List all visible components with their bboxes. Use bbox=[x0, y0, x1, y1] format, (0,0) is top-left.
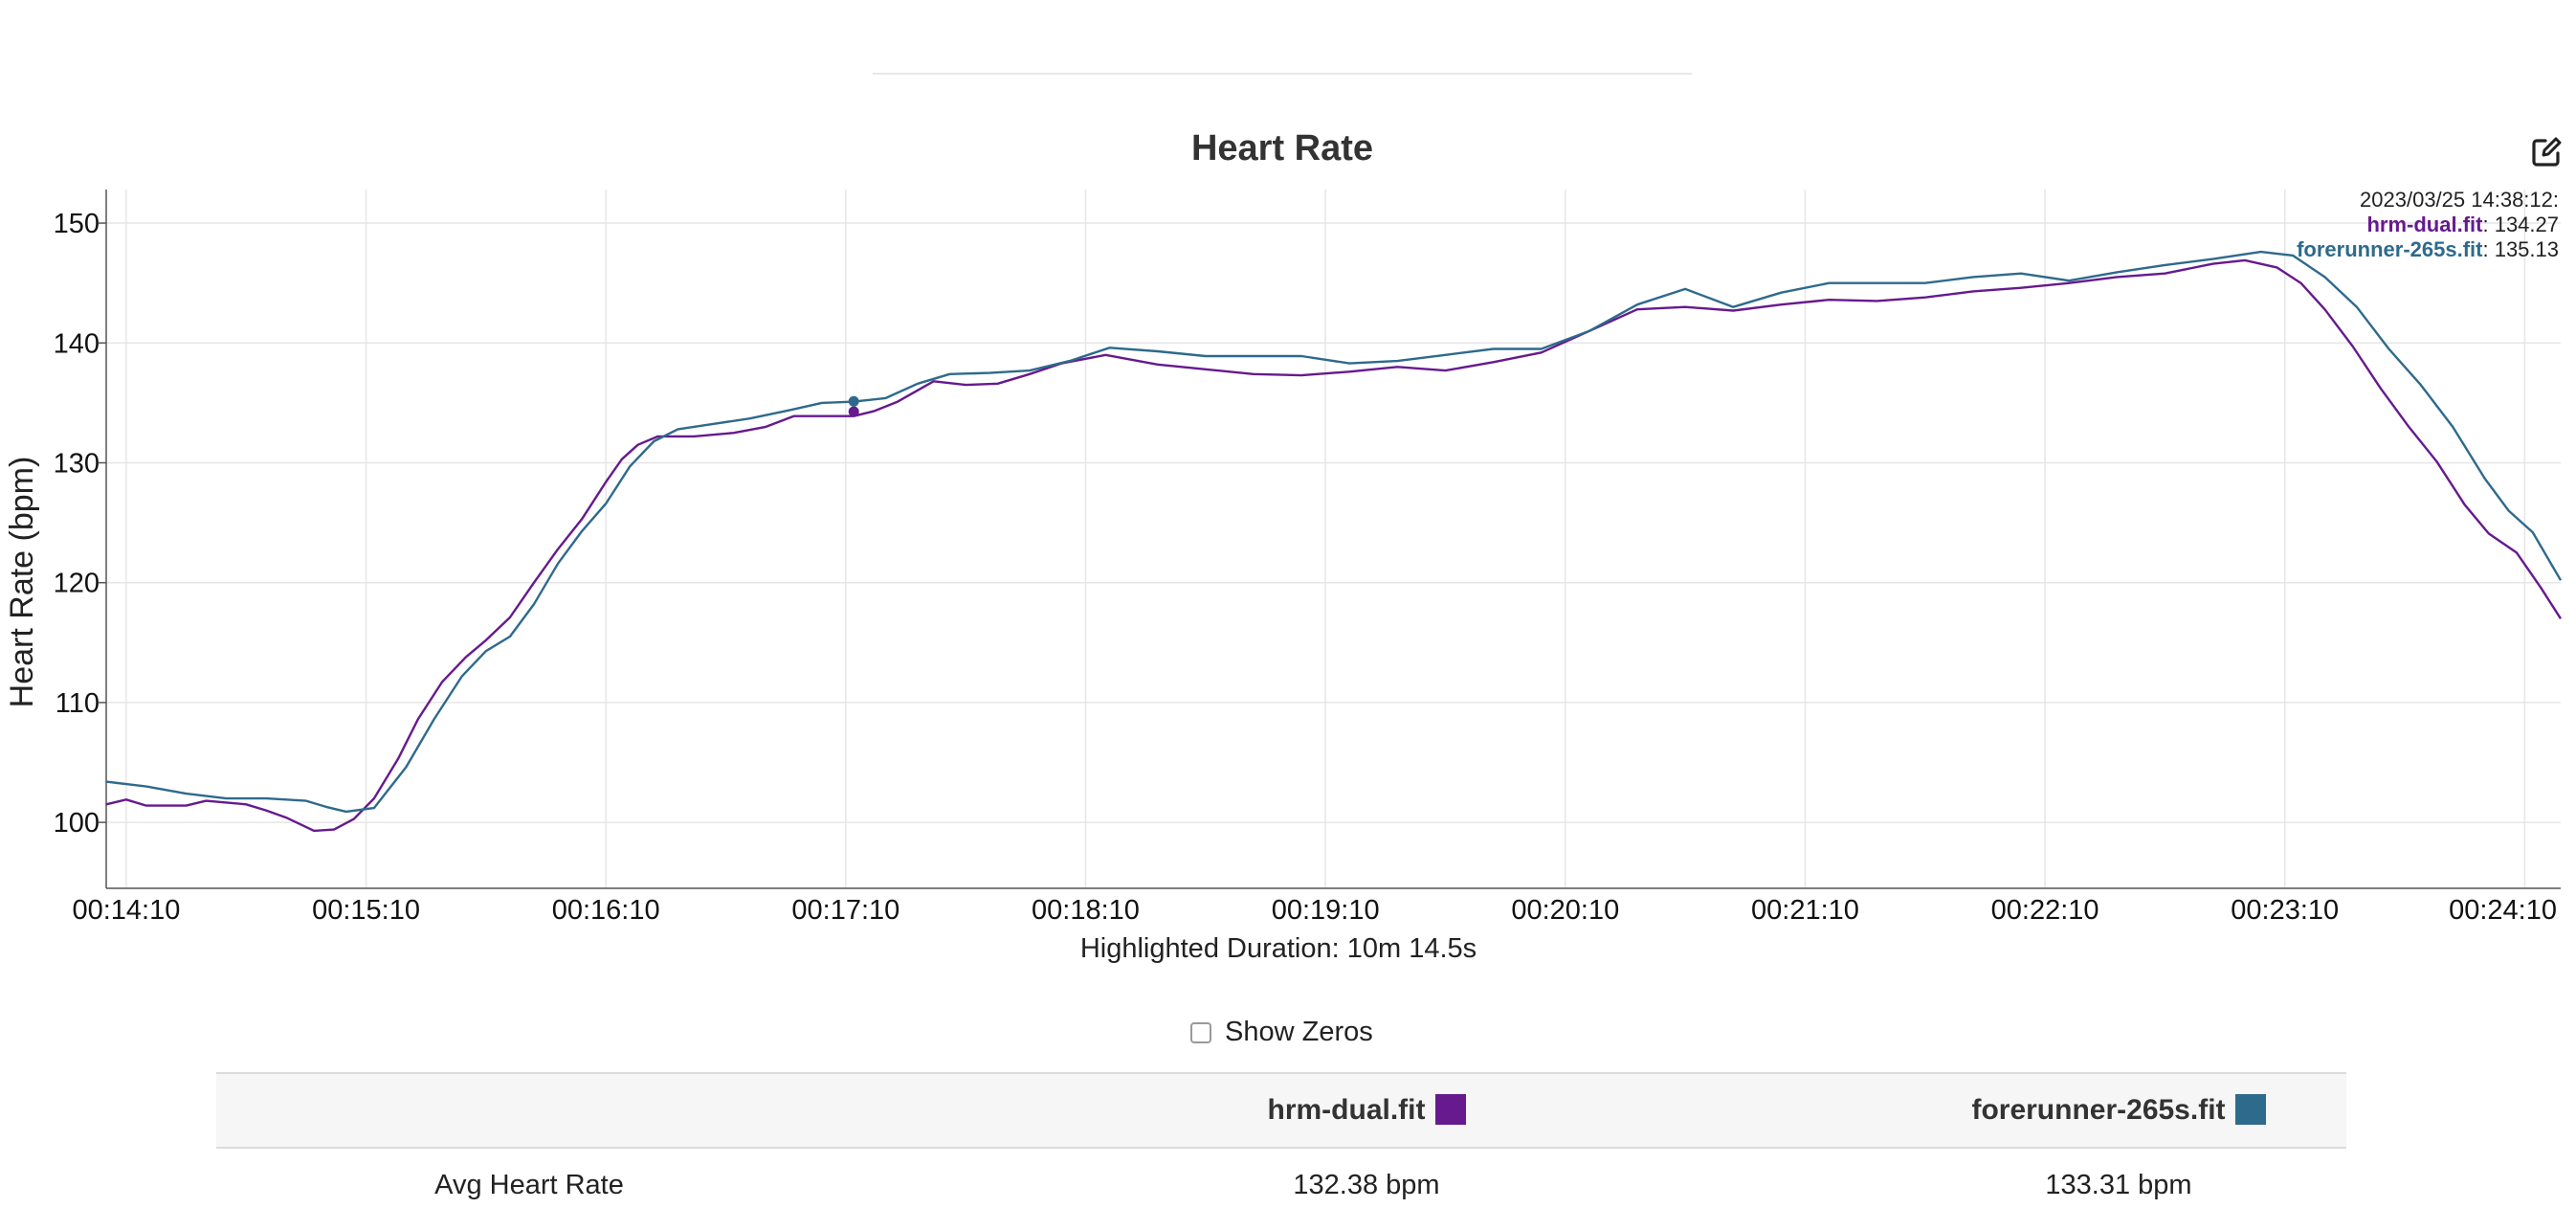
x-tick-label: 00:21:10 bbox=[1751, 895, 1859, 926]
y-tick-label: 110 bbox=[56, 688, 100, 719]
external-edit-icon bbox=[2532, 137, 2562, 167]
x-tick-label: 00:19:10 bbox=[1272, 895, 1380, 926]
hover-tooltip: 2023/03/25 14:38:12:hrm-dual.fit: 134.27… bbox=[2297, 188, 2559, 261]
x-tick-label: 00:22:10 bbox=[1991, 895, 2099, 926]
x-tick-label: 00:18:10 bbox=[1032, 895, 1140, 926]
series bbox=[105, 250, 2563, 833]
x-tick-label: 00:16:10 bbox=[552, 895, 660, 926]
tooltip-series-name: hrm-dual.fit bbox=[2366, 213, 2483, 236]
x-tick-label: 00:15:10 bbox=[312, 895, 420, 926]
tooltip-series-name: forerunner-265s.fit bbox=[2297, 237, 2483, 261]
x-tick-label: 00:17:10 bbox=[791, 895, 899, 926]
x-ticks: 00:14:10 00:15:10 00:16:10 00:17:10 00:18:10… bbox=[72, 895, 2557, 926]
show-zeros-toggle[interactable]: Show Zeros bbox=[1190, 1017, 1373, 1048]
x-tick-label: 00:24:10 bbox=[2449, 895, 2557, 926]
y-ticks: 100 110 120 130 140 150 bbox=[54, 209, 106, 839]
stats-row-label: Avg Heart Rate bbox=[434, 1169, 624, 1200]
hover-point-1 bbox=[848, 395, 859, 407]
x-tick-label: 00:20:10 bbox=[1511, 895, 1619, 926]
tooltip-series-value: : 135.13 bbox=[2482, 237, 2559, 261]
y-tick-label: 150 bbox=[54, 209, 100, 239]
forerunner-swatch bbox=[2234, 1094, 2266, 1125]
show-zeros-checkbox[interactable] bbox=[1190, 1021, 1211, 1043]
y-tick-label: 130 bbox=[54, 448, 100, 479]
y-axis-title: Heart Rate (bpm) bbox=[4, 457, 40, 708]
stats-value-forerunner: 133.31 bpm bbox=[2045, 1169, 2192, 1200]
x-tick-label: 00:23:10 bbox=[2231, 895, 2339, 926]
grid bbox=[106, 190, 2561, 888]
stats-header-row: hrm-dual.fit forerunner-265s.fit bbox=[216, 1072, 2346, 1149]
hover-point-0 bbox=[848, 406, 859, 417]
tooltip-row-0: hrm-dual.fit: 134.27 bbox=[2366, 213, 2559, 236]
edit-chart-button[interactable] bbox=[2530, 136, 2563, 168]
stats-header-label: forerunner-265s.fit bbox=[1971, 1094, 2226, 1126]
table-row: Avg Heart Rate 132.38 bpm 133.31 bpm bbox=[216, 1148, 2346, 1221]
hrm-dual-swatch bbox=[1434, 1094, 1466, 1125]
y-tick-label: 120 bbox=[54, 569, 100, 599]
x-tick-label: 00:14:10 bbox=[72, 895, 180, 926]
series-line-1 bbox=[105, 250, 2563, 814]
stats-table: hrm-dual.fit forerunner-265s.fit Avg Hea… bbox=[216, 1072, 2346, 1221]
stats-header-forerunner: forerunner-265s.fit bbox=[1891, 1072, 2346, 1149]
stats-header-metric bbox=[216, 1072, 842, 1149]
y-tick-label: 100 bbox=[54, 808, 100, 839]
chart-title: Heart Rate bbox=[1190, 128, 1374, 168]
heart-rate-chart[interactable]: 00:14:10 00:15:10 00:16:10 00:17:10 00:18:10… bbox=[0, 0, 2576, 976]
x-axis-title: Highlighted Duration: 10m 14.5s bbox=[1080, 933, 1477, 964]
top-divider bbox=[873, 73, 1692, 75]
series-line-0 bbox=[105, 258, 2563, 833]
stats-header-hrm-dual: hrm-dual.fit bbox=[842, 1072, 1891, 1149]
show-zeros-label: Show Zeros bbox=[1225, 1017, 1373, 1047]
stats-value-hrm-dual: 132.38 bpm bbox=[1293, 1169, 1440, 1200]
y-tick-label: 140 bbox=[54, 328, 100, 359]
tooltip-series-value: : 134.27 bbox=[2482, 213, 2559, 236]
stats-header-label: hrm-dual.fit bbox=[1267, 1094, 1426, 1126]
tooltip-timestamp: 2023/03/25 14:38:12: bbox=[2360, 188, 2559, 212]
hover-markers bbox=[848, 395, 859, 417]
tooltip-row-1: forerunner-265s.fit: 135.13 bbox=[2297, 237, 2559, 261]
axes bbox=[105, 190, 2561, 889]
